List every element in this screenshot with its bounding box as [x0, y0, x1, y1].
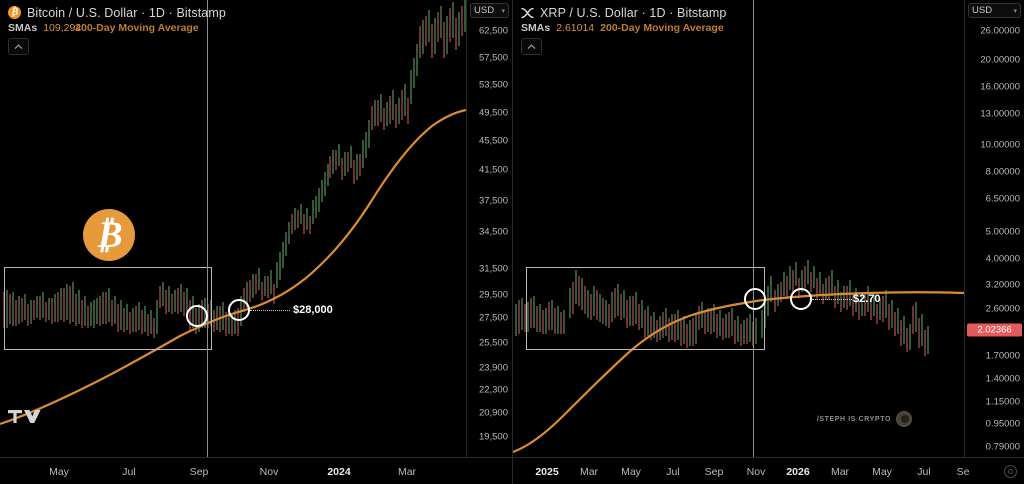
currency-label-bitcoin: USD	[474, 5, 495, 16]
price-tick: 10.00000	[980, 139, 1020, 151]
price-tick: 1.70000	[985, 350, 1020, 362]
price-tick: 0.79000	[985, 441, 1020, 453]
avatar	[896, 411, 912, 427]
time-tick: 2024	[327, 466, 351, 478]
price-connector-line-bitcoin	[250, 310, 290, 311]
sma-200-line-xrp	[513, 291, 964, 454]
author-watermark: /STEPH IS CRYPTO	[817, 411, 912, 427]
sma-cross-circle-xrp	[744, 288, 766, 310]
chart-panel-bitcoin[interactable]: ₿ $28,000 ₿ Bitcoin / U.S. Dol	[0, 0, 512, 484]
price-tick: 13.00000	[980, 108, 1020, 120]
chevron-up-icon	[14, 43, 23, 49]
price-tick: 29,500	[478, 289, 508, 301]
time-axis-bitcoin[interactable]: May Jul Sep Nov 2024 Mar	[0, 457, 512, 484]
price-tick: 57,500	[478, 52, 508, 64]
price-tick: 34,500	[478, 226, 508, 238]
time-axis-xrp[interactable]: 2025 Mar May Jul Sep Nov 2026 Mar May Ju…	[513, 457, 1024, 484]
time-tick: 2026	[786, 466, 810, 478]
collapse-legend-button-xrp[interactable]	[521, 38, 542, 55]
time-tick: Mar	[579, 466, 599, 478]
axis-settings-icon[interactable]	[1004, 465, 1017, 478]
price-tick: 31,500	[478, 263, 508, 275]
price-connector-line-xrp	[812, 299, 852, 300]
time-tick: Mar	[830, 466, 850, 478]
price-axis-bitcoin[interactable]: USD ▾ 62,500 57,500 53,500 49,500 45,500…	[466, 0, 512, 457]
price-tick: 6.50000	[985, 193, 1020, 205]
price-tag-bitcoin: $28,000	[293, 304, 333, 316]
time-tick: Se	[956, 466, 970, 478]
currency-selector-xrp[interactable]: USD ▾	[968, 3, 1021, 18]
chart-plot-area-xrp[interactable]: $2.70 /STEPH IS CRYPTO	[513, 0, 964, 457]
time-tick: May	[872, 466, 892, 478]
price-tick: 20.00000	[980, 54, 1020, 66]
currency-selector-bitcoin[interactable]: USD ▾	[470, 3, 509, 18]
price-tick: 26.00000	[980, 25, 1020, 37]
price-tick: 37,500	[478, 195, 508, 207]
price-tick: 5.00000	[985, 226, 1020, 238]
collapse-legend-button-bitcoin[interactable]	[8, 38, 29, 55]
time-tick: Sep	[189, 466, 209, 478]
price-tick: 49,500	[478, 107, 508, 119]
chart-plot-area-bitcoin[interactable]: ₿ $28,000	[0, 0, 466, 457]
price-tick: 8.00000	[985, 166, 1020, 178]
price-tick: 1.40000	[985, 373, 1020, 385]
price-tick: 45,500	[478, 135, 508, 147]
author-name: /STEPH IS CRYPTO	[816, 415, 891, 423]
time-tick: Jul	[666, 466, 680, 478]
time-tick: Mar	[397, 466, 417, 478]
time-tick: Nov	[746, 466, 766, 478]
price-tick: 23,900	[478, 362, 508, 374]
price-tick: 53,500	[478, 79, 508, 91]
time-tick: Sep	[704, 466, 724, 478]
time-tick: Nov	[259, 466, 279, 478]
currency-label-xrp: USD	[972, 5, 993, 16]
price-tick: 41,500	[478, 164, 508, 176]
chevron-up-icon	[527, 43, 536, 49]
price-tick: 1.15000	[985, 396, 1020, 408]
chevron-down-icon: ▾	[501, 7, 505, 15]
time-tick: May	[621, 466, 641, 478]
chart-panel-xrp[interactable]: $2.70 /STEPH IS CRYPTO XRP / U.S. Dollar…	[512, 0, 1024, 484]
price-tick: 4.00000	[985, 253, 1020, 265]
sma-200-line-bitcoin	[0, 108, 466, 426]
current-price-badge-xrp: 2.02366	[967, 323, 1022, 337]
time-tick: Jul	[917, 466, 931, 478]
sma-cross-circle-2-bitcoin	[228, 299, 250, 321]
tradingview-logo[interactable]	[8, 410, 42, 423]
price-tick: 62,500	[478, 25, 508, 37]
time-tick: 2025	[535, 466, 559, 478]
candlestick-series-bitcoin	[0, 0, 466, 426]
price-tick: 0.95000	[985, 418, 1020, 430]
target-circle-xrp	[790, 288, 812, 310]
price-tick: 20,900	[478, 407, 508, 419]
time-tick: May	[49, 466, 69, 478]
price-axis-xrp[interactable]: USD ▾ 26.00000 20.00000 16.00000 13.0000…	[964, 0, 1024, 457]
price-tag-xrp: $2.70	[853, 293, 881, 305]
vertical-marker-line-bitcoin	[207, 0, 208, 457]
price-tick: 2.60000	[985, 303, 1020, 315]
price-tick: 3.20000	[985, 279, 1020, 291]
vertical-marker-line-xrp	[753, 0, 754, 457]
chevron-down-icon: ▾	[1013, 7, 1017, 15]
price-tick: 27,500	[478, 312, 508, 324]
time-tick: Jul	[122, 466, 136, 478]
price-tick: 25,500	[478, 337, 508, 349]
price-tick: 22,300	[478, 384, 508, 396]
price-tick: 16.00000	[980, 81, 1020, 93]
price-tick: 19,500	[478, 431, 508, 443]
sma-cross-circle-1-bitcoin	[186, 305, 208, 327]
candlestick-series-xrp	[513, 260, 964, 454]
